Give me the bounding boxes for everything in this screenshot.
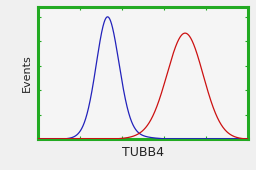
Y-axis label: Events: Events	[22, 54, 32, 92]
X-axis label: TUBB4: TUBB4	[122, 146, 164, 159]
